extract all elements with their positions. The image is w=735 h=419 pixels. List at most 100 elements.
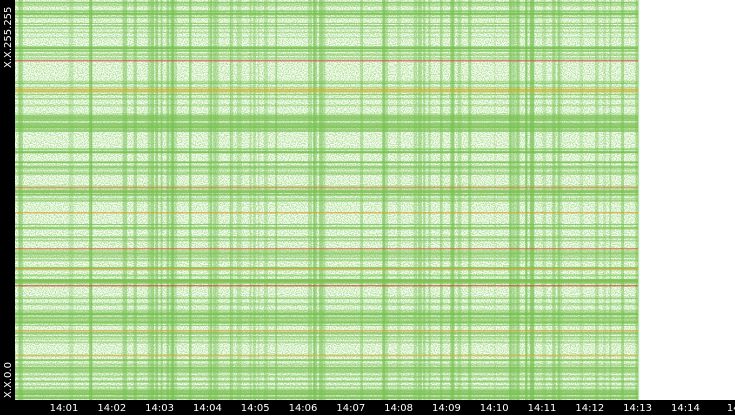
horizontal-band (15, 380, 638, 383)
horizontal-band (15, 126, 638, 129)
x-tick-label: 14:11 (528, 403, 557, 414)
horizontal-band (15, 302, 638, 306)
horizontal-band (15, 82, 638, 85)
horizontal-band (15, 190, 638, 193)
horizontal-band (15, 151, 638, 153)
horizontal-band (15, 2, 638, 6)
horizontal-band (15, 374, 638, 378)
horizontal-band (15, 336, 638, 339)
horizontal-band (15, 122, 638, 126)
hot-line (15, 187, 638, 189)
x-axis-bar (0, 400, 735, 415)
horizontal-band (15, 120, 638, 122)
hot-line (15, 285, 638, 287)
horizontal-band (15, 223, 638, 226)
horizontal-band (15, 274, 638, 277)
horizontal-band (15, 126, 638, 130)
y-bottom-label: X.X.0.0 (3, 362, 14, 398)
horizontal-band (15, 279, 638, 283)
horizontal-band (15, 319, 638, 323)
horizontal-band (15, 53, 638, 57)
horizontal-band (15, 93, 638, 96)
horizontal-band (15, 239, 638, 242)
horizontal-band (15, 199, 638, 202)
horizontal-band (15, 298, 638, 300)
horizontal-band (15, 115, 638, 118)
x-tick-label: 14:08 (384, 403, 413, 414)
hot-line (15, 355, 638, 357)
x-axis: 14:01 14:02 14:03 14:04 14:05 14:06 14:07 14:08… (50, 403, 735, 414)
horizontal-band (15, 315, 638, 318)
horizontal-band (15, 129, 638, 132)
horizontal-band (15, 28, 638, 30)
x-tick-label: 14:12 (575, 403, 604, 414)
horizontal-band (15, 296, 638, 299)
horizontal-band (15, 311, 638, 314)
horizontal-band (15, 309, 638, 311)
horizontal-band (15, 25, 638, 27)
horizontal-band (15, 236, 638, 239)
x-tick-label: 14:02 (97, 403, 126, 414)
y-top-label: X.X.255.255 (3, 7, 14, 68)
horizontal-band (15, 385, 638, 388)
horizontal-band (15, 359, 638, 361)
x-tick-label: 14:04 (193, 403, 222, 414)
horizontal-band (15, 252, 638, 255)
horizontal-band (15, 49, 638, 52)
horizontal-band (15, 10, 638, 13)
horizontal-band (15, 80, 638, 83)
horizontal-band (15, 331, 638, 335)
horizontal-band (15, 338, 638, 340)
horizontal-band (15, 116, 638, 119)
x-tick-label: 14:01 (50, 403, 79, 414)
horizontal-band (15, 57, 638, 60)
horizontal-band (15, 22, 638, 24)
horizontal-band (15, 250, 638, 253)
horizontal-band (15, 369, 638, 372)
x-tick-label: 14:13 (623, 403, 652, 414)
x-tick-label: 14:09 (432, 403, 461, 414)
hot-line (15, 91, 638, 93)
horizontal-band (15, 12, 638, 16)
horizontal-band (15, 336, 638, 338)
horizontal-band (15, 161, 638, 164)
horizontal-band (15, 124, 638, 127)
horizontal-band (15, 259, 638, 262)
hot-line (15, 268, 638, 270)
horizontal-band (15, 47, 638, 50)
horizontal-band (15, 390, 638, 393)
horizontal-band (15, 161, 638, 164)
horizontal-band (15, 317, 638, 320)
horizontal-band (15, 388, 638, 391)
horizontal-band (15, 125, 638, 128)
horizontal-band (15, 10, 638, 13)
horizontal-band (15, 310, 638, 313)
horizontal-band (15, 90, 638, 92)
horizontal-band (15, 117, 638, 121)
horizontal-band (15, 321, 638, 324)
horizontal-band (15, 36, 638, 39)
horizontal-band (15, 5, 638, 7)
y-axis-bar (0, 0, 15, 415)
horizontal-band (15, 392, 638, 396)
horizontal-band (15, 376, 638, 378)
horizontal-band (15, 1, 638, 3)
horizontal-band (15, 104, 638, 106)
horizontal-band (15, 341, 638, 344)
x-tick-label: 14:06 (289, 403, 318, 414)
horizontal-band (15, 105, 638, 107)
x-tick-label: 14:07 (336, 403, 365, 414)
horizontal-band (15, 16, 638, 19)
x-tick-label: 14:14 (671, 403, 700, 414)
horizontal-band (15, 193, 638, 196)
traffic-lines (15, 0, 640, 400)
horizontal-band (15, 148, 638, 151)
horizontal-band (15, 363, 638, 367)
horizontal-band (15, 313, 638, 315)
hot-line (15, 60, 638, 62)
horizontal-band (15, 150, 638, 153)
horizontal-band (15, 31, 638, 34)
x-tick-label: 14 (727, 403, 735, 414)
horizontal-band (15, 324, 638, 326)
